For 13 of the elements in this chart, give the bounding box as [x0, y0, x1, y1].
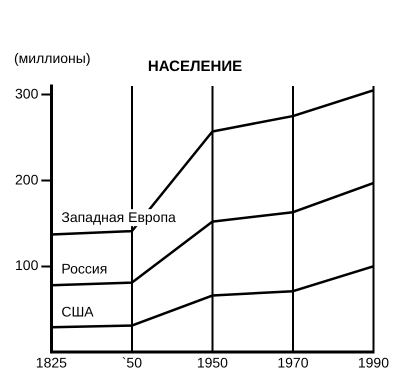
- series-label: США: [61, 303, 94, 320]
- y-tick-label: 100: [15, 257, 39, 274]
- x-tick-label: 1970: [277, 354, 309, 370]
- chart-title: НАСЕЛЕНИЕ: [148, 58, 242, 76]
- x-tick-label: 1990: [358, 354, 390, 370]
- y-tick-label: 200: [15, 171, 39, 188]
- y-axis-title: (миллионы): [14, 50, 91, 66]
- x-tick-label: 1825: [36, 354, 68, 370]
- y-tick-label: 300: [15, 85, 39, 102]
- x-tick-label: 1950: [196, 354, 228, 370]
- series-label: Западная Европа: [61, 208, 176, 225]
- x-tick-label: `50: [122, 354, 142, 370]
- series-label: Россия: [61, 260, 108, 277]
